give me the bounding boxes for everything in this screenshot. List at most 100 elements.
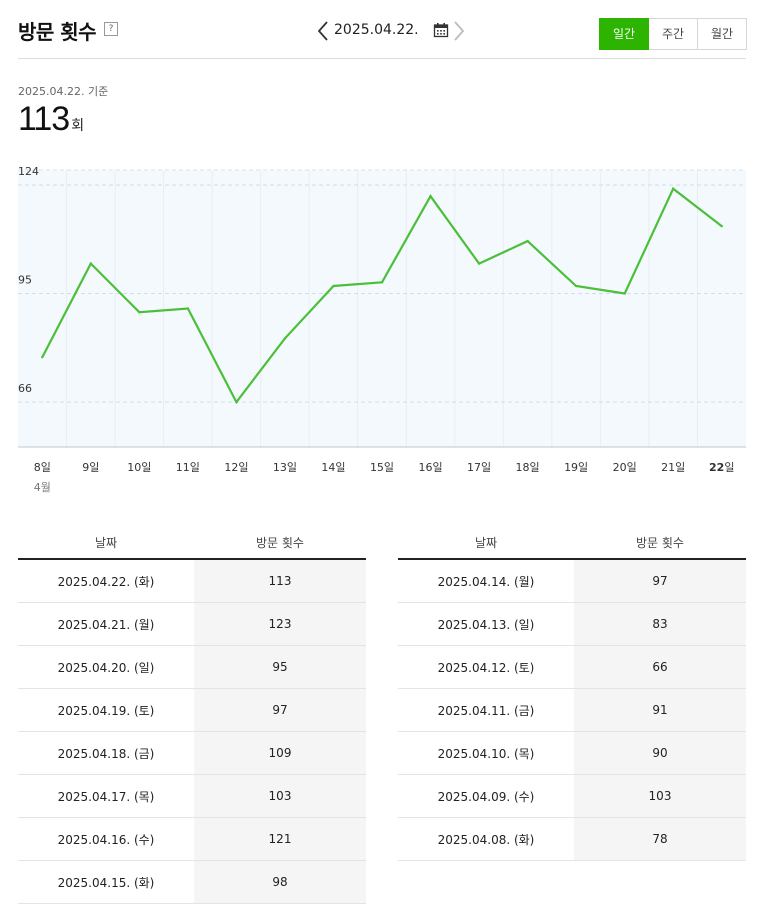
- table-row: 2025.04.10. (목) 90: [398, 731, 746, 775]
- data-point: [41, 355, 44, 359]
- data-point: [526, 239, 529, 243]
- month-label: 4월: [34, 481, 51, 494]
- x-tick-label: 14일: [321, 460, 345, 474]
- date-cell: 2025.04.08. (화): [398, 817, 574, 861]
- date-cell: 2025.04.13. (일): [398, 602, 574, 646]
- x-tick-label: 9일: [82, 460, 99, 474]
- plot-background: [18, 170, 746, 447]
- count-cell: 113: [194, 559, 366, 603]
- count-cell: 98: [194, 860, 366, 904]
- date-cell: 2025.04.17. (목): [18, 774, 194, 818]
- x-tick-label: 16일: [418, 460, 442, 474]
- count-cell: 78: [574, 817, 746, 861]
- data-point: [477, 262, 481, 265]
- y-tick-label: 95: [18, 274, 32, 287]
- date-cell: 2025.04.20. (일): [18, 645, 194, 689]
- x-tick-label: 12일: [224, 460, 248, 474]
- count-cell: 66: [574, 645, 746, 689]
- table-row: 2025.04.08. (화) 78: [398, 817, 746, 861]
- count-cell: 109: [194, 731, 366, 775]
- help-icon[interactable]: ?: [104, 22, 118, 36]
- date-cell: 2025.04.09. (수): [398, 774, 574, 818]
- table-row: 2025.04.13. (일) 83: [398, 602, 746, 646]
- x-tick-label: 11일: [176, 460, 200, 474]
- period-tabs: 일간 주간 월간: [599, 18, 747, 50]
- x-tick-label: 22일: [709, 460, 734, 474]
- visits-table-left: 날짜 방문 횟수 2025.04.22. (화) 113 2025.04.21. (…: [18, 527, 366, 904]
- table-row: 2025.04.17. (목) 103: [18, 774, 366, 818]
- summary-unit: 회: [71, 118, 85, 134]
- chevron-left-icon[interactable]: [316, 20, 330, 42]
- column-header-date: 날짜: [398, 527, 574, 560]
- date-cell: 2025.04.22. (화): [18, 559, 194, 603]
- tab-monthly[interactable]: 월간: [697, 18, 747, 50]
- chevron-right-icon[interactable]: [452, 20, 466, 42]
- data-point: [429, 195, 432, 198]
- date-cell: 2025.04.18. (금): [18, 731, 194, 775]
- date-cell: 2025.04.11. (금): [398, 688, 574, 732]
- data-point: [623, 292, 626, 295]
- x-tick-label: 15일: [370, 460, 394, 474]
- data-point: [380, 281, 384, 284]
- column-header-count: 방문 횟수: [574, 527, 746, 560]
- count-cell: 97: [574, 559, 746, 603]
- column-header-count: 방문 횟수: [194, 527, 366, 560]
- summary-total: 113 회: [18, 100, 84, 139]
- data-point: [574, 284, 578, 288]
- data-point: [672, 187, 675, 190]
- calendar-icon[interactable]: [433, 22, 449, 38]
- data-point: [186, 307, 190, 310]
- page-header: 방문 횟수 ? 2025.04.22. 일간 주간 월간: [18, 0, 747, 59]
- x-tick-label: 20일: [613, 460, 637, 474]
- count-cell: 90: [574, 731, 746, 775]
- date-cell: 2025.04.12. (토): [398, 645, 574, 689]
- page-title: 방문 횟수: [18, 20, 97, 44]
- x-tick-label: 21일: [661, 460, 685, 474]
- table-row: 2025.04.12. (토) 66: [398, 645, 746, 689]
- table-row: 2025.04.16. (수) 121: [18, 817, 366, 861]
- visits-table-right: 날짜 방문 횟수 2025.04.14. (월) 97 2025.04.13. (일…: [398, 527, 746, 861]
- table-row: 2025.04.21. (월) 123: [18, 602, 366, 646]
- date-cell: 2025.04.21. (월): [18, 602, 194, 646]
- data-point: [89, 262, 93, 265]
- x-tick-label: 13일: [273, 460, 297, 474]
- table-row: 2025.04.09. (수) 103: [398, 774, 746, 818]
- current-date[interactable]: 2025.04.22.: [334, 22, 419, 38]
- table-row: 2025.04.11. (금) 91: [398, 688, 746, 732]
- table-row: 2025.04.20. (일) 95: [18, 645, 366, 689]
- count-cell: 123: [194, 602, 366, 646]
- x-tick-label: 19일: [564, 460, 588, 474]
- y-tick-label: 66: [18, 382, 32, 395]
- table-row: 2025.04.14. (월) 97: [398, 559, 746, 603]
- count-cell: 103: [194, 774, 366, 818]
- tab-weekly[interactable]: 주간: [648, 18, 698, 50]
- y-tick-label: 124: [18, 165, 39, 178]
- x-tick-label: 18일: [516, 460, 540, 474]
- date-cell: 2025.04.10. (목): [398, 731, 574, 775]
- data-point: [332, 284, 335, 288]
- count-cell: 95: [194, 645, 366, 689]
- x-tick-label: 10일: [127, 460, 151, 474]
- summary-basis-date: 2025.04.22. 기준: [18, 85, 109, 98]
- table-row: 2025.04.18. (금) 109: [18, 731, 366, 775]
- count-cell: 83: [574, 602, 746, 646]
- date-cell: 2025.04.16. (수): [18, 817, 194, 861]
- x-tick-label: 8일: [34, 460, 51, 474]
- data-point: [138, 311, 141, 314]
- table-row: 2025.04.15. (화) 98: [18, 860, 366, 904]
- data-point: [720, 224, 723, 228]
- count-cell: 97: [194, 688, 366, 732]
- data-point: [283, 337, 287, 340]
- count-cell: 103: [574, 774, 746, 818]
- tab-daily[interactable]: 일간: [599, 18, 649, 50]
- column-header-date: 날짜: [18, 527, 194, 560]
- x-tick-label: 17일: [467, 460, 491, 474]
- table-row: 2025.04.19. (토) 97: [18, 688, 366, 732]
- chart-svg: 66 95 124 8일 9일 10일 11일 12일 13일 14일 15일 16일 17일 18일 19…: [18, 165, 746, 494]
- date-cell: 2025.04.15. (화): [18, 860, 194, 904]
- date-cell: 2025.04.14. (월): [398, 559, 574, 603]
- data-point: [235, 400, 238, 404]
- count-cell: 91: [574, 688, 746, 732]
- date-cell: 2025.04.19. (토): [18, 688, 194, 732]
- visits-line-chart: 66 95 124 8일 9일 10일 11일 12일 13일 14일 15일 16일 17일 18일 19…: [0, 160, 769, 500]
